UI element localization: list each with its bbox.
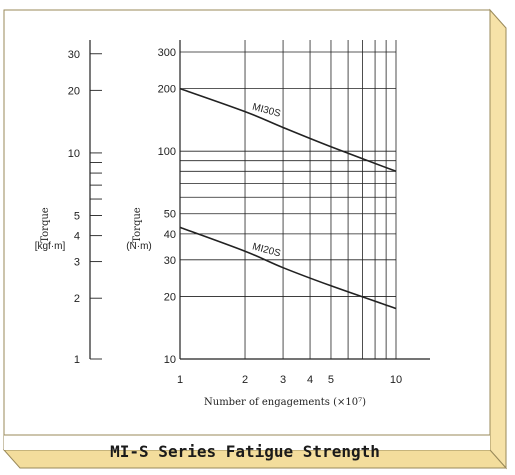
right-axis-unit: (N·m) bbox=[126, 241, 152, 252]
kgf-tick-label-10: 10 bbox=[68, 148, 80, 160]
kgf-tick-label-20: 20 bbox=[68, 85, 80, 97]
kgf-tick-label-1: 1 bbox=[74, 354, 80, 366]
left-axis-title: Torque bbox=[40, 207, 51, 243]
x-tick-label-10: 10 bbox=[390, 374, 402, 386]
nm-tick-label-50: 50 bbox=[164, 209, 176, 221]
nm-tick-label-200: 200 bbox=[158, 84, 176, 96]
x-tick-label-3: 3 bbox=[280, 374, 286, 386]
tick-labels: 10 20 30 40 50 100 200 300 1 2 3 4 5 10 20 30 1 2 3 4 5 10 bbox=[68, 47, 402, 386]
nm-tick-label-10: 10 bbox=[164, 354, 176, 366]
nm-tick-label-40: 40 bbox=[164, 229, 176, 241]
x-tick-label-5: 5 bbox=[328, 374, 334, 386]
kgf-tick-label-30: 30 bbox=[68, 49, 80, 61]
nm-tick-label-30: 30 bbox=[164, 255, 176, 267]
left-axis-unit: [kgf·m] bbox=[35, 241, 66, 252]
caption-text: MI-S Series Fatigue Strength bbox=[110, 442, 380, 461]
kgf-tick-label-4: 4 bbox=[74, 231, 80, 243]
kgf-tick-label-5: 5 bbox=[74, 210, 80, 222]
x-axis-title: Number of engagements (×10⁷) bbox=[204, 397, 366, 408]
axes bbox=[89, 40, 430, 360]
series-line-mi20s bbox=[179, 226, 397, 310]
nm-tick-label-20: 20 bbox=[164, 291, 176, 303]
right-axis-title: Torque bbox=[132, 207, 143, 243]
x-tick-label-4: 4 bbox=[307, 374, 313, 386]
frame-face bbox=[3, 9, 491, 451]
nm-tick-label-100: 100 bbox=[158, 146, 176, 158]
kgf-tick-label-3: 3 bbox=[74, 257, 80, 269]
caption-band bbox=[4, 435, 490, 450]
x-tick-label-1: 1 bbox=[177, 374, 183, 386]
x-tick-label-2: 2 bbox=[242, 374, 248, 386]
series-line-mi30s bbox=[179, 87, 397, 173]
frame-side bbox=[489, 8, 507, 470]
kgf-tick-label-2: 2 bbox=[74, 293, 80, 305]
nm-tick-label-300: 300 bbox=[158, 47, 176, 59]
